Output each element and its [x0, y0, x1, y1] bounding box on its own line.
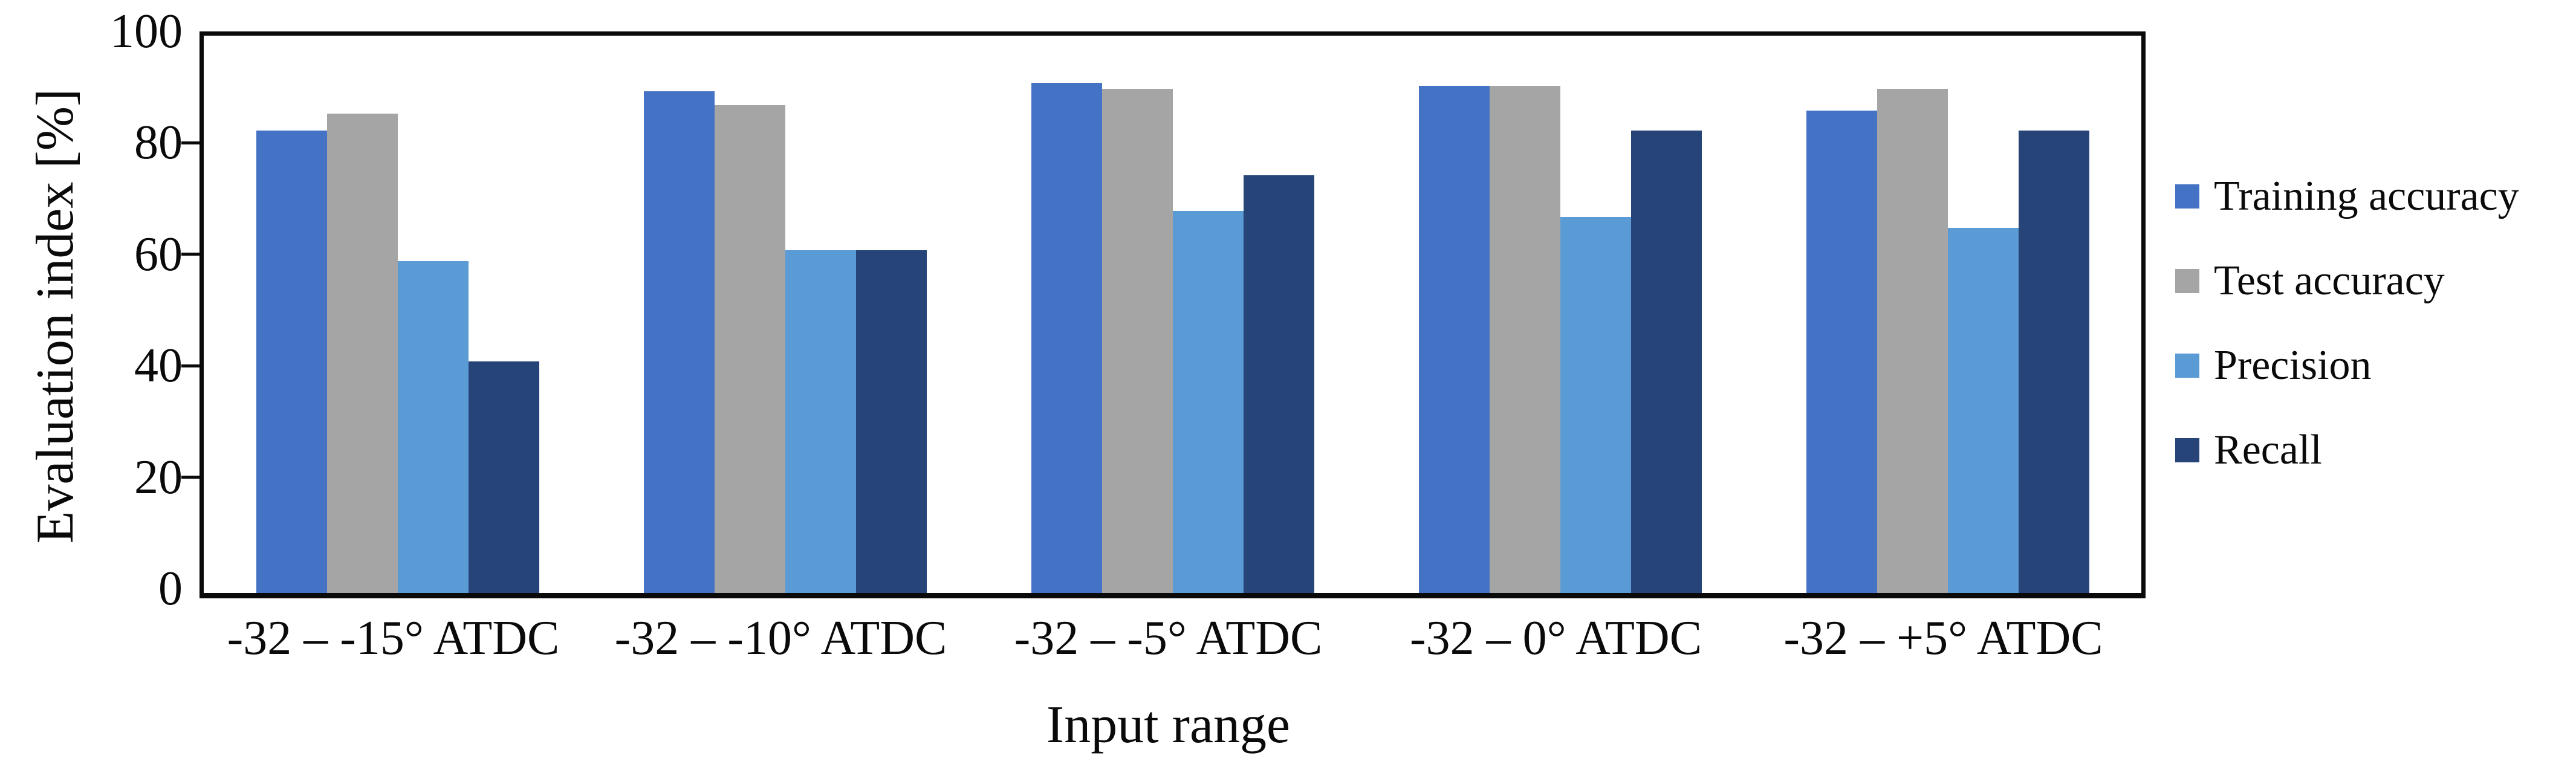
legend-item-recall: Recall	[2175, 417, 2322, 484]
bar-precision	[1947, 228, 2019, 593]
y-tick-mark	[181, 141, 200, 144]
legend-label: Test accuracy	[2214, 257, 2445, 304]
bar-precision	[1172, 211, 1244, 593]
legend-swatch-test-accuracy	[2175, 269, 2199, 293]
x-axis-title: Input range	[1046, 696, 1291, 754]
legend-item-precision: Precision	[2175, 332, 2372, 399]
x-tick-label: -32 – -15° ATDC	[227, 612, 560, 665]
y-tick-mark	[181, 253, 200, 256]
x-tick-label: -32 – 0° ATDC	[1409, 612, 1702, 665]
bar-precision	[397, 261, 469, 593]
bar-training-accuracy	[1418, 85, 1490, 593]
bar-recall	[2018, 130, 2089, 593]
bar-test-accuracy	[326, 114, 398, 593]
x-tick-label: -32 – -10° ATDC	[614, 612, 947, 665]
bar-precision	[785, 250, 856, 593]
legend-item-test-accuracy: Test accuracy	[2175, 248, 2445, 314]
legend-swatch-precision	[2175, 354, 2199, 378]
bar-test-accuracy	[1877, 88, 1948, 593]
y-tick-label: 100	[110, 5, 183, 58]
bar-recall	[1243, 175, 1314, 593]
legend-label: Training accuracy	[2214, 173, 2519, 219]
bar-recall	[1630, 130, 1702, 593]
bar-precision	[1560, 216, 1631, 593]
y-tick-mark	[181, 476, 200, 479]
y-tick-label: 80	[134, 116, 183, 170]
bar-training-accuracy	[256, 130, 327, 593]
plot-area	[200, 31, 2146, 598]
legend-item-training-accuracy: Training accuracy	[2175, 163, 2519, 230]
y-tick-mark	[181, 364, 200, 367]
bar-training-accuracy	[643, 91, 715, 593]
legend-label: Precision	[2214, 342, 2372, 389]
y-tick-label: 0	[158, 562, 183, 615]
bar-test-accuracy	[1489, 85, 1560, 593]
legend-swatch-recall	[2175, 438, 2199, 462]
y-tick-label: 20	[134, 450, 183, 504]
x-tick-label: -32 – -5° ATDC	[1014, 612, 1323, 665]
bar-recall	[468, 361, 539, 593]
bar-test-accuracy	[1101, 88, 1173, 593]
bar-recall	[855, 250, 927, 593]
legend-swatch-training-accuracy	[2175, 184, 2199, 209]
bar-test-accuracy	[714, 105, 785, 593]
bar-training-accuracy	[1031, 83, 1102, 593]
y-tick-label: 60	[134, 227, 183, 281]
legend-label: Recall	[2214, 427, 2322, 473]
bar-training-accuracy	[1806, 111, 1877, 593]
y-tick-label: 40	[134, 339, 183, 393]
x-tick-label: -32 – +5° ATDC	[1783, 612, 2103, 665]
